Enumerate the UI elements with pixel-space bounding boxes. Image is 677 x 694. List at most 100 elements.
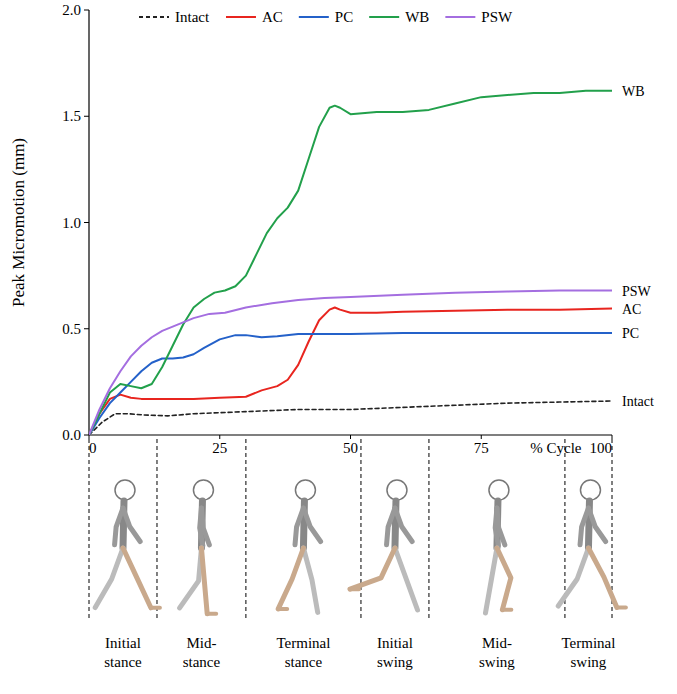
x-tick-label: 25 xyxy=(212,440,227,456)
y-axis-title: Peak Micromotion (mm) xyxy=(9,138,28,307)
figure-head xyxy=(193,480,213,500)
y-tick xyxy=(84,222,89,223)
phase-label: Initialswing xyxy=(377,635,413,670)
plot-lines xyxy=(89,91,612,435)
phase-label-line: Mid- xyxy=(186,635,216,651)
x-tick-label: 0 xyxy=(89,440,97,456)
end-label: AC xyxy=(622,302,641,317)
figure-limb xyxy=(497,548,511,610)
figure-limb xyxy=(201,548,207,614)
figure-limb xyxy=(580,508,588,545)
phase-boundary xyxy=(156,439,157,618)
y-tick xyxy=(84,435,89,436)
figure-limb xyxy=(497,508,505,545)
x-tick xyxy=(219,435,220,439)
figure-limb xyxy=(303,508,320,542)
end-label: PSW xyxy=(622,284,652,299)
phase-label-line: Terminal xyxy=(276,635,330,651)
figure-limb xyxy=(303,548,317,612)
legend-label: WB xyxy=(405,9,429,25)
figure-limb xyxy=(558,548,588,606)
legend-swatch xyxy=(299,16,329,18)
legend-label: AC xyxy=(262,9,283,25)
figure-foot xyxy=(151,606,160,610)
chart: 0.00.51.01.52.00255075100% CyclePeak Mic… xyxy=(0,0,677,694)
phase-label-line: stance xyxy=(104,654,142,670)
figure-limb xyxy=(123,508,140,542)
y-tick-label: 0.0 xyxy=(62,427,81,443)
phase-label: Initial stance xyxy=(104,635,142,670)
y-tick-label: 0.5 xyxy=(62,321,81,337)
legend: IntactACPCWBPSW xyxy=(139,9,513,25)
x-tick xyxy=(481,435,482,439)
phase-boundary xyxy=(360,439,361,618)
phase-label-line: stance xyxy=(285,654,323,670)
figure-limb xyxy=(295,508,303,545)
phase-boundary xyxy=(564,439,565,618)
figure-limb xyxy=(123,548,151,608)
figure-limb xyxy=(180,548,202,608)
x-tick xyxy=(350,435,351,439)
walking-figure xyxy=(485,480,511,613)
figure-limb xyxy=(201,508,209,545)
end-label: PC xyxy=(622,326,639,341)
figure-foot xyxy=(278,607,287,611)
x-tick-label: 50 xyxy=(343,440,358,456)
walking-figure xyxy=(278,480,320,612)
figure-limb xyxy=(395,548,418,610)
series-line xyxy=(89,291,612,436)
figure-foot xyxy=(350,587,359,591)
figure-limb xyxy=(95,548,123,608)
figure-head xyxy=(387,480,407,500)
legend-label: Intact xyxy=(175,9,210,25)
series-line xyxy=(89,401,612,435)
figure-foot xyxy=(207,612,216,616)
y-tick-label: 1.0 xyxy=(62,215,81,231)
phase-label-line: swing xyxy=(571,654,607,670)
figure-head xyxy=(295,480,315,500)
phase-label-line: Terminal xyxy=(561,635,615,651)
end-label: WB xyxy=(622,84,645,99)
figure-head xyxy=(580,480,600,500)
figure-limb xyxy=(588,548,616,608)
phase-label-line: Initial xyxy=(105,635,141,651)
figure-limb xyxy=(395,508,412,542)
y-tick xyxy=(84,328,89,329)
legend-label: PSW xyxy=(481,9,513,25)
figure-foot xyxy=(617,606,626,610)
figure-head xyxy=(489,480,509,500)
x-tick xyxy=(612,435,613,439)
figure-limb xyxy=(387,508,395,545)
legend-swatch xyxy=(445,16,475,18)
y-tick xyxy=(84,116,89,117)
figure-foot xyxy=(502,608,511,612)
series-line xyxy=(89,333,612,435)
phase-label: Terminal stance xyxy=(276,635,330,670)
figure-limb xyxy=(485,548,496,613)
x-tick xyxy=(89,435,90,439)
legend-swatch xyxy=(139,16,169,18)
x-tick-label: 75 xyxy=(474,440,489,456)
phase-label-line: stance xyxy=(183,654,221,670)
y-tick-label: 1.5 xyxy=(62,108,81,124)
series-line xyxy=(89,91,612,435)
phase-label-line: swing xyxy=(377,654,413,670)
phase-boundary xyxy=(428,439,429,618)
phase-label: Mid-stance xyxy=(183,635,221,670)
end-label: Intact xyxy=(622,394,654,409)
phase-boundary xyxy=(89,439,90,618)
series-line xyxy=(89,308,612,436)
y-tick-label: 2.0 xyxy=(62,2,81,18)
phase-label-line: Mid- xyxy=(482,635,512,651)
figure-limb xyxy=(350,548,395,589)
phase-label-line: swing xyxy=(479,654,515,670)
y-tick xyxy=(84,10,89,11)
x-tick-label: 100 xyxy=(590,440,613,456)
phase-label: Terminal swing xyxy=(561,635,615,670)
legend-swatch xyxy=(226,16,256,18)
figure-limb xyxy=(588,508,605,542)
phase-boundary xyxy=(245,439,246,618)
figure-limb xyxy=(278,548,303,609)
phase-label: Mid-swing xyxy=(479,635,515,670)
walking-figure xyxy=(180,480,217,614)
